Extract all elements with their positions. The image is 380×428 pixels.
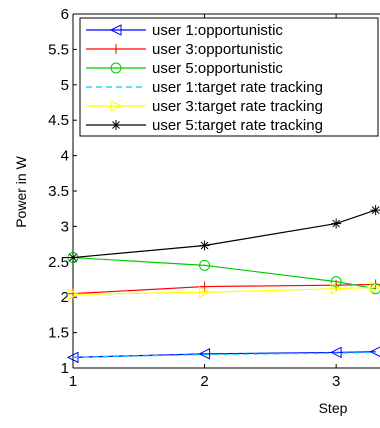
series-5 xyxy=(67,281,380,301)
data-point-marker xyxy=(370,205,380,216)
legend-label: user 1:target rate tracking xyxy=(152,79,323,96)
y-tick-label: 3 xyxy=(61,218,69,235)
data-point-marker xyxy=(331,218,342,229)
data-point-marker-d2 xyxy=(69,253,77,262)
data-point-marker-d2 xyxy=(371,206,380,214)
series-line xyxy=(72,351,376,358)
y-tick-label: 2 xyxy=(61,289,69,306)
legend-marker xyxy=(110,100,123,112)
data-point-marker xyxy=(67,288,80,301)
y-tick-label: 1.5 xyxy=(48,325,69,342)
legend-box xyxy=(79,17,379,137)
data-point-marker-d2 xyxy=(332,219,341,228)
legend-marker-d2 xyxy=(112,121,120,129)
y-axis-title: Power in W xyxy=(13,155,29,227)
legend-marker xyxy=(111,44,121,54)
x-tick-label: 1 xyxy=(69,373,77,390)
data-point-marker xyxy=(68,252,78,263)
y-tick-label: 5 xyxy=(61,77,69,94)
series-line xyxy=(72,256,376,290)
legend-marker xyxy=(111,120,121,130)
x-tick-label: 3 xyxy=(332,373,340,390)
data-point-marker xyxy=(370,281,380,294)
legend-label: user 5:target rate tracking xyxy=(152,117,323,134)
data-point-marker xyxy=(369,346,380,357)
x-axis-title: Step xyxy=(319,400,348,416)
legend-label: user 3:opportunistic xyxy=(152,41,283,58)
y-tick-label: 3.5 xyxy=(48,183,69,200)
data-point-marker xyxy=(330,346,342,359)
legend: user 1:opportunistic user 3:opportunistic… xyxy=(79,17,379,137)
y-tick-label: 2.5 xyxy=(48,254,69,271)
y-tick-label: 4 xyxy=(61,148,69,165)
legend-marker xyxy=(109,24,122,36)
series-line xyxy=(72,209,376,259)
series-layer xyxy=(66,205,380,364)
data-point-marker-d2 xyxy=(200,241,209,250)
y-tick-label: 5.5 xyxy=(48,41,69,58)
series-6 xyxy=(68,205,380,263)
data-point-marker xyxy=(199,286,211,299)
series-4 xyxy=(72,351,376,358)
data-point-marker xyxy=(199,259,211,271)
legend-label: user 5:opportunistic xyxy=(152,60,283,77)
data-point-marker xyxy=(198,348,211,360)
legend-label: user 3:target rate tracking xyxy=(152,98,323,115)
y-tick-label: 6 xyxy=(61,6,69,23)
data-point-marker xyxy=(330,282,343,295)
y-tick-label: 4.5 xyxy=(48,112,69,129)
series-line xyxy=(72,286,376,295)
legend-label: user 1:opportunistic xyxy=(152,22,283,39)
x-tick-label: 2 xyxy=(200,373,208,390)
y-tick-label: 1 xyxy=(61,360,69,377)
axis-ticks: 1 1.5 2 2.5 3 3.5 4 4.5 5 5.5 6 1 2 3 xyxy=(48,6,340,390)
legend-marker xyxy=(110,62,122,74)
data-point-marker xyxy=(199,240,210,251)
